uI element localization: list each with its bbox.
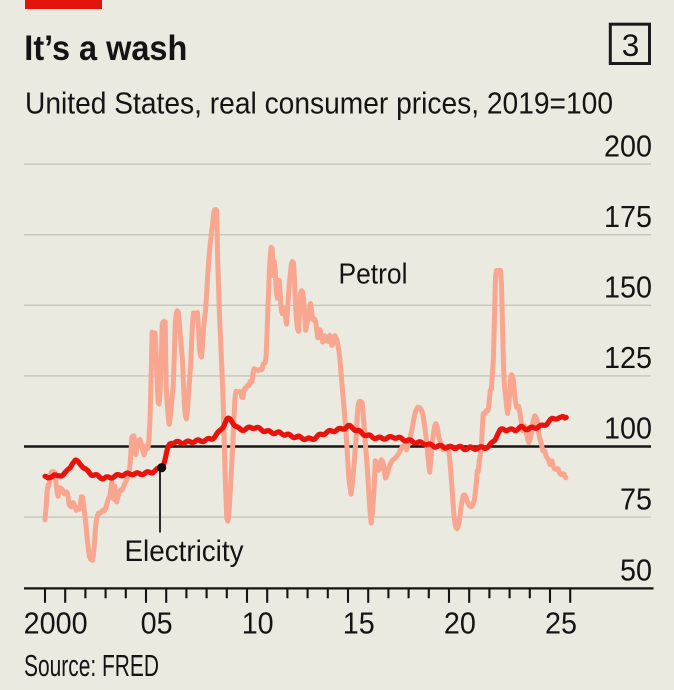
svg-text:Petrol: Petrol — [339, 259, 408, 291]
svg-text:It’s a wash: It’s a wash — [24, 29, 187, 68]
svg-text:150: 150 — [604, 270, 652, 305]
svg-text:2000: 2000 — [24, 606, 88, 641]
svg-text:20: 20 — [444, 606, 476, 641]
svg-text:Source: FRED: Source: FRED — [24, 648, 159, 683]
svg-text:175: 175 — [604, 199, 652, 234]
svg-text:15: 15 — [343, 606, 375, 641]
svg-text:50: 50 — [620, 553, 652, 588]
svg-text:200: 200 — [604, 128, 652, 163]
svg-text:United States, real consumer p: United States, real consumer prices, 201… — [25, 87, 613, 121]
svg-text:10: 10 — [242, 606, 274, 641]
svg-text:Electricity: Electricity — [125, 535, 244, 568]
svg-text:75: 75 — [620, 481, 652, 516]
svg-text:25: 25 — [545, 606, 577, 641]
svg-text:3: 3 — [622, 27, 640, 63]
svg-text:100: 100 — [604, 411, 652, 446]
svg-text:125: 125 — [604, 340, 652, 375]
svg-text:05: 05 — [141, 606, 173, 641]
